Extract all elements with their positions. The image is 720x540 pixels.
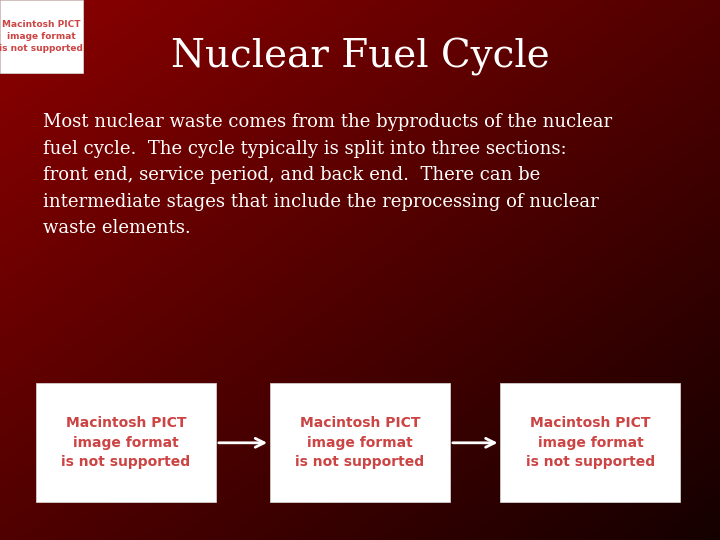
Text: Macintosh PICT
image format
is not supported: Macintosh PICT image format is not suppo…: [526, 416, 655, 469]
Text: Nuclear Fuel Cycle: Nuclear Fuel Cycle: [171, 38, 549, 76]
Text: Macintosh PICT
image format
is not supported: Macintosh PICT image format is not suppo…: [295, 416, 425, 469]
Text: Macintosh PICT
image format
is not supported: Macintosh PICT image format is not suppo…: [0, 20, 84, 53]
FancyBboxPatch shape: [500, 383, 680, 502]
Text: Most nuclear waste comes from the byproducts of the nuclear
fuel cycle.  The cyc: Most nuclear waste comes from the byprod…: [43, 113, 612, 237]
Text: Macintosh PICT
image format
is not supported: Macintosh PICT image format is not suppo…: [61, 416, 191, 469]
FancyBboxPatch shape: [0, 0, 83, 73]
FancyBboxPatch shape: [36, 383, 216, 502]
FancyBboxPatch shape: [270, 383, 450, 502]
